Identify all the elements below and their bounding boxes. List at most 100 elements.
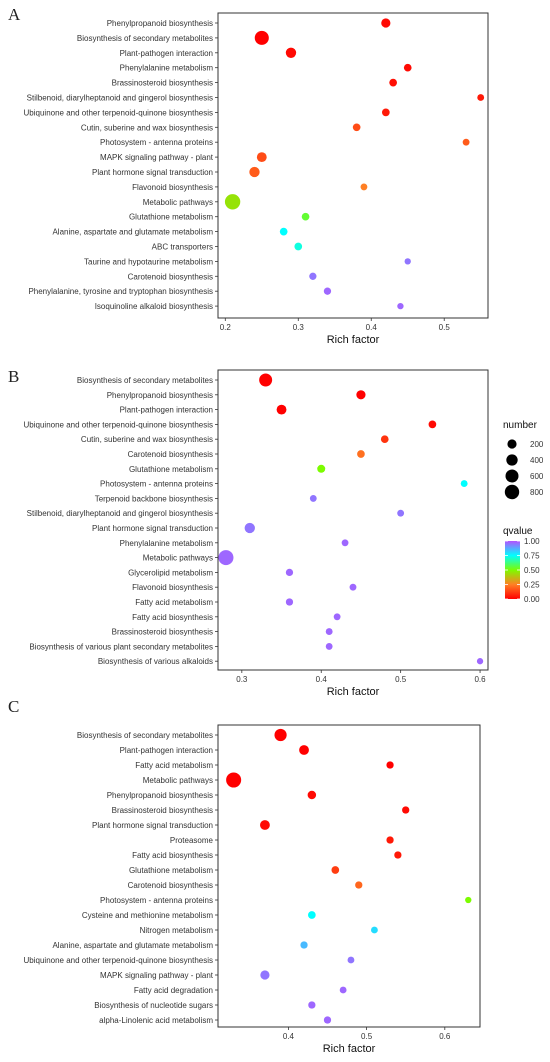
- data-point: [403, 63, 412, 72]
- x-tick-label: 0.3: [236, 675, 248, 684]
- data-point: [325, 628, 333, 636]
- size-legend-title: number: [503, 420, 538, 431]
- category-label: Fatty acid biosynthesis: [132, 851, 213, 860]
- data-point: [465, 896, 472, 904]
- category-label: Taurine and hypotaurine metabolism: [84, 257, 213, 266]
- size-legend-dot: [506, 454, 518, 466]
- data-point: [357, 450, 365, 458]
- category-label: Phenylalanine, tyrosine and tryptophan b…: [28, 287, 213, 296]
- category-label: Brassinosteroid biosynthesis: [112, 79, 213, 88]
- category-label: Cysteine and methionine metabolism: [82, 911, 214, 920]
- colorbar-label: 0.50: [524, 566, 540, 575]
- data-point: [307, 790, 317, 800]
- data-point: [309, 272, 317, 280]
- panel-A: A Phenylpropanoid biosynthesis Biosynthesi…: [8, 5, 489, 346]
- category-label: Phenylpropanoid biosynthesis: [107, 791, 213, 800]
- category-label: Cutin, suberine and wax biosynthesis: [81, 435, 213, 444]
- data-point: [355, 881, 363, 889]
- size-legend-dot: [505, 469, 519, 483]
- x-axis-label: Rich factor: [323, 1043, 376, 1055]
- data-point: [300, 941, 308, 949]
- data-point: [294, 242, 303, 251]
- data-point: [360, 183, 368, 191]
- data-point: [301, 212, 310, 221]
- category-label: Alanine, aspartate and glutamate metabol…: [52, 228, 213, 237]
- x-axis-label: Rich factor: [327, 686, 380, 698]
- category-label: Ubiquinone and other terpenoid-quinone b…: [24, 956, 213, 965]
- data-point: [299, 745, 309, 755]
- category-label: Plant-pathogen interaction: [120, 746, 213, 755]
- category-label: Stilbenoid, diarylheptanoid and gingerol…: [27, 94, 213, 103]
- plot-frame: [217, 12, 489, 319]
- data-point: [356, 390, 366, 400]
- data-point: [476, 658, 484, 665]
- category-label: Biosynthesis of various alkaloids: [98, 657, 213, 666]
- data-point: [331, 866, 340, 874]
- data-point: [260, 970, 270, 980]
- data-point: [352, 123, 361, 132]
- data-point: [462, 138, 470, 146]
- x-tick-label: 0.6: [439, 1032, 451, 1041]
- x-axis-label: Rich factor: [327, 334, 380, 346]
- category-label: Phenylpropanoid biosynthesis: [107, 19, 213, 28]
- data-point: [309, 494, 317, 502]
- data-point: [224, 194, 241, 210]
- panel-letter: B: [8, 367, 19, 386]
- x-tick-label: 0.4: [366, 323, 378, 332]
- category-label: Terpenoid backbone biosynthesis: [95, 494, 213, 503]
- data-point: [259, 373, 273, 387]
- size-legend-label: 200: [530, 440, 544, 449]
- size-legend-label: 800: [530, 488, 544, 497]
- data-point: [285, 568, 294, 577]
- data-point: [317, 464, 326, 473]
- category-label: Photosystem - antenna proteins: [100, 480, 213, 489]
- category-label: Glutathione metabolism: [129, 465, 213, 474]
- category-label: Biosynthesis of secondary metabolites: [77, 34, 213, 43]
- category-label: Ubiquinone and other terpenoid-quinone b…: [24, 108, 213, 117]
- data-point: [274, 728, 287, 742]
- category-label: Alanine, aspartate and glutamate metabol…: [52, 941, 213, 950]
- x-tick-label: 0.5: [361, 1032, 373, 1041]
- category-label: Glycerolipid metabolism: [128, 568, 213, 577]
- category-label: Plant hormone signal transduction: [92, 168, 213, 177]
- category-label: Carotenoid biosynthesis: [128, 272, 213, 281]
- category-label: Plant-pathogen interaction: [120, 406, 213, 415]
- category-label: MAPK signaling pathway - plant: [100, 971, 214, 980]
- category-label: Metabolic pathways: [143, 554, 213, 563]
- data-point: [285, 598, 294, 606]
- data-point: [397, 302, 404, 310]
- category-label: Carotenoid biosynthesis: [128, 450, 213, 459]
- data-point: [381, 18, 391, 28]
- data-point: [308, 1001, 316, 1009]
- category-label: Fatty acid metabolism: [135, 598, 213, 607]
- category-label: Phenylpropanoid biosynthesis: [107, 391, 213, 400]
- category-label: Plant-pathogen interaction: [120, 49, 213, 58]
- category-label: Carotenoid biosynthesis: [128, 881, 213, 890]
- data-point: [386, 836, 394, 844]
- category-label: Biosynthesis of nucleotide sugars: [94, 1001, 213, 1010]
- category-label: Brassinosteroid biosynthesis: [112, 628, 213, 637]
- data-point: [341, 539, 349, 547]
- panel-letter: A: [8, 5, 21, 24]
- category-label: Phenylalanine metabolism: [120, 64, 214, 73]
- size-legend-dot: [504, 484, 520, 500]
- category-label: Biosynthesis of secondary metabolites: [77, 376, 213, 385]
- data-point: [402, 806, 410, 814]
- data-point: [256, 152, 267, 163]
- data-point: [389, 78, 397, 87]
- data-point: [386, 761, 394, 769]
- size-legend: number 200 400 600 800: [503, 420, 544, 500]
- category-label: Fatty acid degradation: [134, 986, 213, 995]
- category-label: Isoquinoline alkaloid biosynthesis: [95, 302, 213, 311]
- panel-C: C Biosynthesis of secondary metabolites Pl…: [8, 697, 481, 1055]
- size-legend-label: 600: [530, 472, 544, 481]
- data-point: [477, 94, 485, 101]
- data-point: [276, 404, 287, 415]
- data-point: [333, 613, 341, 621]
- category-label: Glutathione metabolism: [129, 213, 213, 222]
- x-tick-label: 0.3: [293, 323, 305, 332]
- x-tick-label: 0.4: [283, 1032, 295, 1041]
- data-point: [285, 47, 297, 58]
- data-point: [308, 911, 316, 919]
- category-label: alpha-Linolenic acid metabolism: [99, 1016, 213, 1025]
